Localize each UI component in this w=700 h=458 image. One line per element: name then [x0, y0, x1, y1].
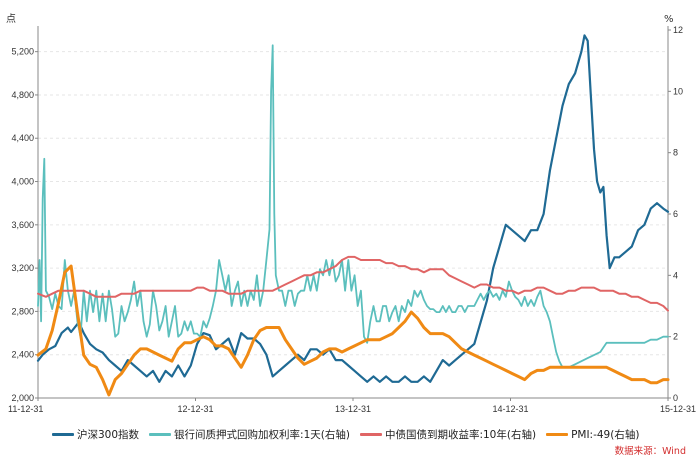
- left-tick-label: 4,400: [11, 133, 34, 143]
- legend-label-pmi: PMI:-49(右轴): [571, 429, 640, 441]
- legend-swatch-pmi: [546, 433, 569, 436]
- left-tick-label: 3,200: [11, 263, 34, 273]
- legend-item-pmi: PMI:-49(右轴): [546, 427, 639, 442]
- left-tick-label: 4,000: [11, 177, 34, 187]
- right-tick-label: 12: [673, 25, 683, 35]
- legend-swatch-repo-rate: [149, 433, 172, 436]
- left-tick-label: 2,800: [11, 306, 34, 316]
- left-tick-label: 2,000: [11, 393, 34, 403]
- x-tick-label: 11-12-31: [8, 404, 43, 414]
- right-tick-label: 0: [673, 393, 678, 403]
- right-tick-label: 4: [673, 270, 678, 280]
- x-tick-label: 13-12-31: [335, 404, 371, 414]
- left-tick-label: 5,200: [11, 47, 34, 57]
- left-tick-label: 2,400: [11, 350, 34, 360]
- chart-legend: 沪深300指数 银行间质押式回购加权利率:1天(右轴) 中债国债到期收益率:10…: [52, 427, 692, 442]
- right-axis-unit: %: [664, 14, 674, 25]
- legend-label-repo-rate: 银行间质押式回购加权利率:1天(右轴): [174, 429, 350, 441]
- legend-item-csi300: 沪深300指数: [52, 427, 139, 442]
- source-note: 数据来源：Wind: [614, 446, 686, 457]
- right-tick-label: 2: [673, 332, 678, 342]
- left-tick-label: 3,600: [11, 220, 34, 230]
- series-line-pmi: [36, 264, 670, 397]
- right-tick-label: 6: [673, 209, 678, 219]
- left-axis-unit: 点: [6, 13, 16, 25]
- series-line-bond-yield: [37, 255, 669, 312]
- x-tick-label: 15-12-31: [660, 404, 696, 414]
- series-line-csi300: [36, 34, 670, 383]
- right-tick-label: 10: [673, 86, 683, 96]
- left-tick-label: 4,800: [11, 90, 34, 100]
- x-tick-label: 14-12-31: [492, 404, 528, 414]
- legend-item-repo-rate: 银行间质押式回购加权利率:1天(右轴): [149, 427, 350, 442]
- legend-swatch-bond-yield: [359, 433, 382, 436]
- series-line-repo-rate: [37, 44, 669, 369]
- x-tick-label: 12-12-31: [177, 404, 213, 414]
- right-tick-label: 8: [673, 148, 678, 158]
- legend-label-bond-yield: 中债国债到期收益率:10年(右轴): [384, 429, 537, 441]
- legend-item-bond-yield: 中债国债到期收益率:10年(右轴): [359, 427, 537, 442]
- legend-label-csi300: 沪深300指数: [77, 429, 140, 441]
- legend-swatch-csi300: [52, 433, 74, 436]
